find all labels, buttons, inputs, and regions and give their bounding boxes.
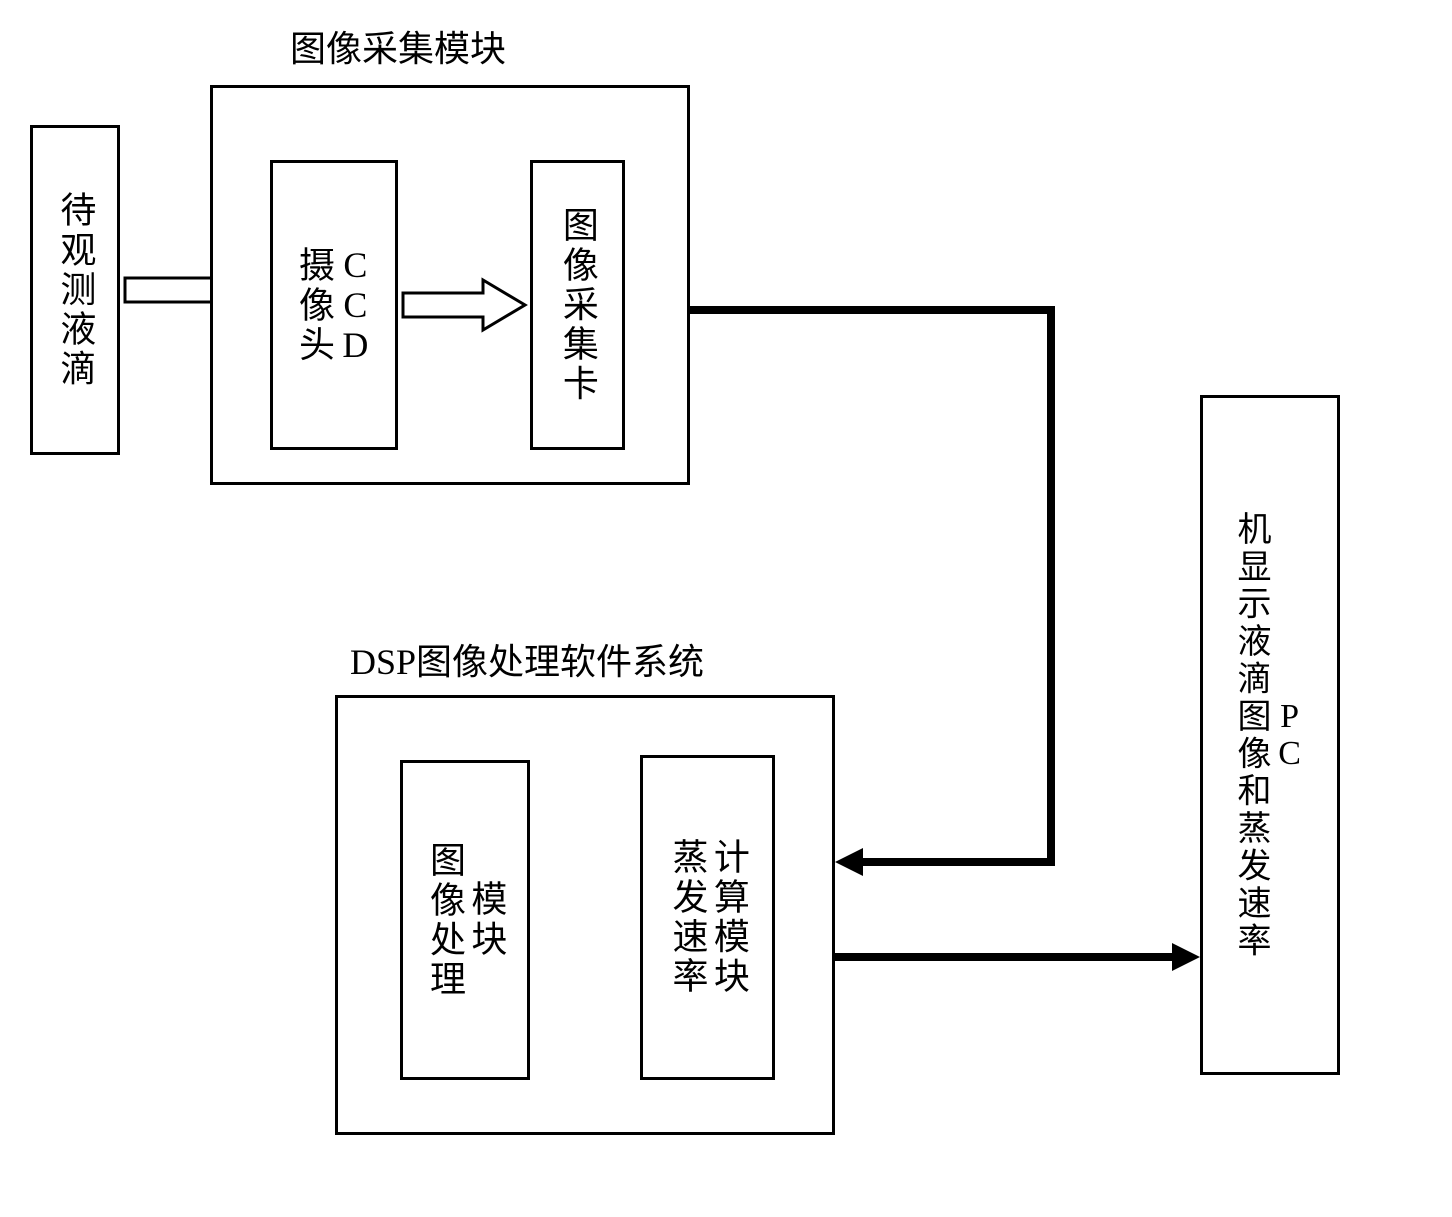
image-acquisition-module-label: 图像采集模块 <box>290 20 506 72</box>
line-dsp-to-pc <box>835 953 1175 961</box>
droplet-to-observe-box: 待观测液滴 <box>30 125 120 455</box>
ccd-camera-text-col1: CCD <box>334 245 375 365</box>
line-capture-to-pc-v <box>1047 306 1055 866</box>
image-capture-card-text: 图像采集卡 <box>554 206 601 404</box>
ccd-camera-text-col2: 摄像头 <box>293 246 334 365</box>
pc-display-text-col2: 机显示液滴图像和蒸发速率 <box>1231 511 1270 960</box>
image-capture-card-box: 图像采集卡 <box>530 160 625 450</box>
dsp-processing-system-label: DSP图像处理软件系统 <box>350 633 704 685</box>
arrowhead-into-dsp <box>835 848 863 876</box>
evap-rate-calc-module-box: 蒸发速率 计算模块 <box>640 755 775 1080</box>
image-processing-text-col2: 模块 <box>465 880 506 959</box>
droplet-to-observe-text: 待观测液滴 <box>52 191 99 389</box>
pc-display-text-col1: PC <box>1270 698 1309 772</box>
pc-display-box: 机显示液滴图像和蒸发速率 PC <box>1200 395 1340 1075</box>
line-pc-to-dsp-h <box>863 858 1055 866</box>
image-processing-text-col1: 图像处理 <box>424 841 465 999</box>
evap-rate-calc-text-col2: 计算模块 <box>708 838 749 996</box>
ccd-camera-box: 摄像头 CCD <box>270 160 398 450</box>
arrowhead-dsp-to-pc <box>1172 943 1200 971</box>
evap-rate-calc-text-col1: 蒸发速率 <box>666 838 707 996</box>
line-capture-to-pc-h <box>690 306 1055 314</box>
arrow-ccd-to-capture-card <box>398 275 530 335</box>
image-processing-module-box: 图像处理 模块 <box>400 760 530 1080</box>
